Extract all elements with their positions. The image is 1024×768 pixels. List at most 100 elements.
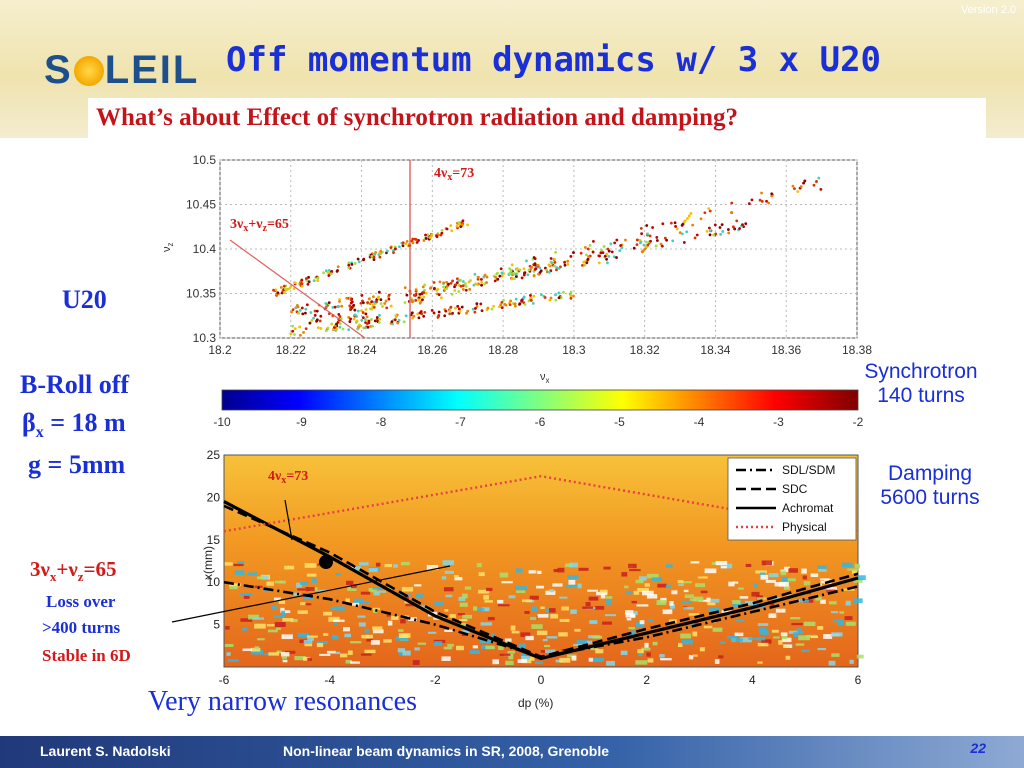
tune-point: [500, 300, 504, 304]
tune-point: [635, 238, 639, 242]
fmap-cell: [732, 581, 739, 584]
tune-point: [498, 305, 501, 309]
fmap-cell: [461, 630, 466, 634]
tune-point: [471, 307, 475, 311]
tune-point: [341, 327, 345, 331]
fmap-cell: [737, 587, 744, 590]
tune-point: [550, 261, 554, 265]
tune-point: [450, 229, 454, 233]
tune-point: [500, 306, 504, 310]
fmap-cell: [531, 606, 539, 612]
fmap-cell: [621, 572, 628, 577]
tune-point: [304, 277, 308, 280]
tune-point: [283, 291, 286, 294]
tune-point: [534, 267, 538, 271]
tune-point: [461, 288, 465, 291]
legend-entry: SDL/SDM: [782, 463, 835, 477]
tune-point: [770, 192, 774, 196]
fmap-cell: [365, 634, 373, 639]
tune-point: [347, 263, 351, 267]
beta-sub: x: [35, 424, 44, 442]
fmap-cell: [372, 587, 383, 590]
tune-point: [466, 223, 470, 227]
fmap-cell: [254, 646, 260, 649]
fmap-cell: [757, 642, 769, 647]
tune-point: [371, 303, 375, 307]
fmap-cell: [529, 656, 535, 661]
tune-point: [509, 299, 513, 303]
frequency-map-plot: -6 -4 -2 0 2 4 6 5 10 15 20 25 4νx=73 SDL/SDM SDC Ach…: [171, 448, 866, 710]
fmap-ytick: 5: [213, 618, 220, 632]
tune-point: [683, 219, 687, 223]
tune-point: [640, 232, 644, 236]
tune-point: [360, 318, 364, 322]
tune-point: [437, 310, 441, 314]
fmap-cell: [520, 654, 526, 658]
fmap-cell: [732, 600, 741, 604]
tune-point: [549, 296, 553, 300]
tune-point: [731, 225, 735, 229]
fmap-cell: [683, 589, 689, 593]
fmap-cell: [756, 637, 766, 641]
tune-point: [326, 326, 330, 330]
fmap-xtick: 2: [643, 673, 650, 687]
tune-point: [414, 288, 418, 292]
fmap-cell: [499, 572, 509, 578]
fmap-cell: [459, 602, 468, 607]
fmap-cell: [688, 655, 694, 660]
tune-point: [307, 275, 310, 279]
tune-point: [294, 306, 298, 309]
tune-point: [421, 298, 424, 302]
tune-point: [726, 228, 730, 231]
tune-point: [802, 181, 805, 185]
tune-point: [442, 281, 446, 285]
fmap-cell: [537, 613, 549, 618]
tune-point: [539, 269, 543, 273]
tune-point: [362, 257, 366, 261]
tune-point: [422, 295, 426, 299]
tune-point: [402, 320, 406, 324]
tune-point: [401, 244, 405, 248]
fmap-cell: [303, 596, 314, 600]
fmap-cell: [828, 660, 836, 666]
tune-point: [347, 328, 351, 332]
fmap-cell: [659, 654, 665, 658]
fmap-cell: [334, 606, 346, 611]
fmap-cell: [344, 633, 351, 638]
fmap-cell: [243, 594, 250, 599]
tune-point: [300, 284, 304, 288]
fmap-cell: [273, 597, 281, 601]
tune-point: [635, 243, 639, 247]
tune-point: [444, 309, 448, 313]
fmap-cell: [683, 607, 694, 610]
tune-point: [665, 238, 669, 242]
tune-point: [423, 311, 427, 314]
legend-entry: Physical: [782, 520, 827, 534]
tune-point: [445, 227, 449, 231]
fmap-cell: [783, 586, 791, 590]
tune-point: [498, 274, 502, 278]
tune-point: [457, 221, 461, 225]
tune-point: [339, 317, 343, 321]
tune-point: [510, 277, 514, 281]
tune-point: [682, 241, 686, 244]
fmap-cell: [229, 584, 238, 590]
tune-point: [549, 257, 553, 260]
soleil-logo: S LEIL: [44, 48, 199, 93]
tune-point: [730, 201, 734, 205]
fmap-cell: [302, 656, 311, 661]
fmap-cell: [529, 616, 537, 621]
page-number: 22: [970, 740, 986, 756]
tune-point: [767, 201, 771, 205]
fmap-cell: [602, 621, 612, 625]
damping-line2: 5600 turns: [880, 486, 980, 509]
fmap-cell: [399, 634, 409, 638]
tune-point: [598, 254, 601, 258]
fmap-cell: [257, 638, 265, 641]
tune-point: [302, 331, 305, 334]
fmap-cell: [570, 609, 577, 614]
tune-point: [624, 238, 627, 242]
tune-point: [336, 265, 340, 269]
tune-point: [454, 283, 458, 287]
tune-point: [353, 262, 357, 265]
